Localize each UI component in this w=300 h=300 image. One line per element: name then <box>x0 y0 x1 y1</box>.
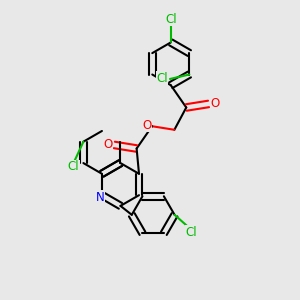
Text: O: O <box>211 97 220 110</box>
Text: Cl: Cl <box>156 72 168 85</box>
Text: Cl: Cl <box>68 160 80 173</box>
Text: Cl: Cl <box>165 13 177 26</box>
Text: O: O <box>103 138 112 151</box>
Text: O: O <box>142 119 152 132</box>
Text: Cl: Cl <box>185 226 197 238</box>
Text: N: N <box>96 191 105 204</box>
